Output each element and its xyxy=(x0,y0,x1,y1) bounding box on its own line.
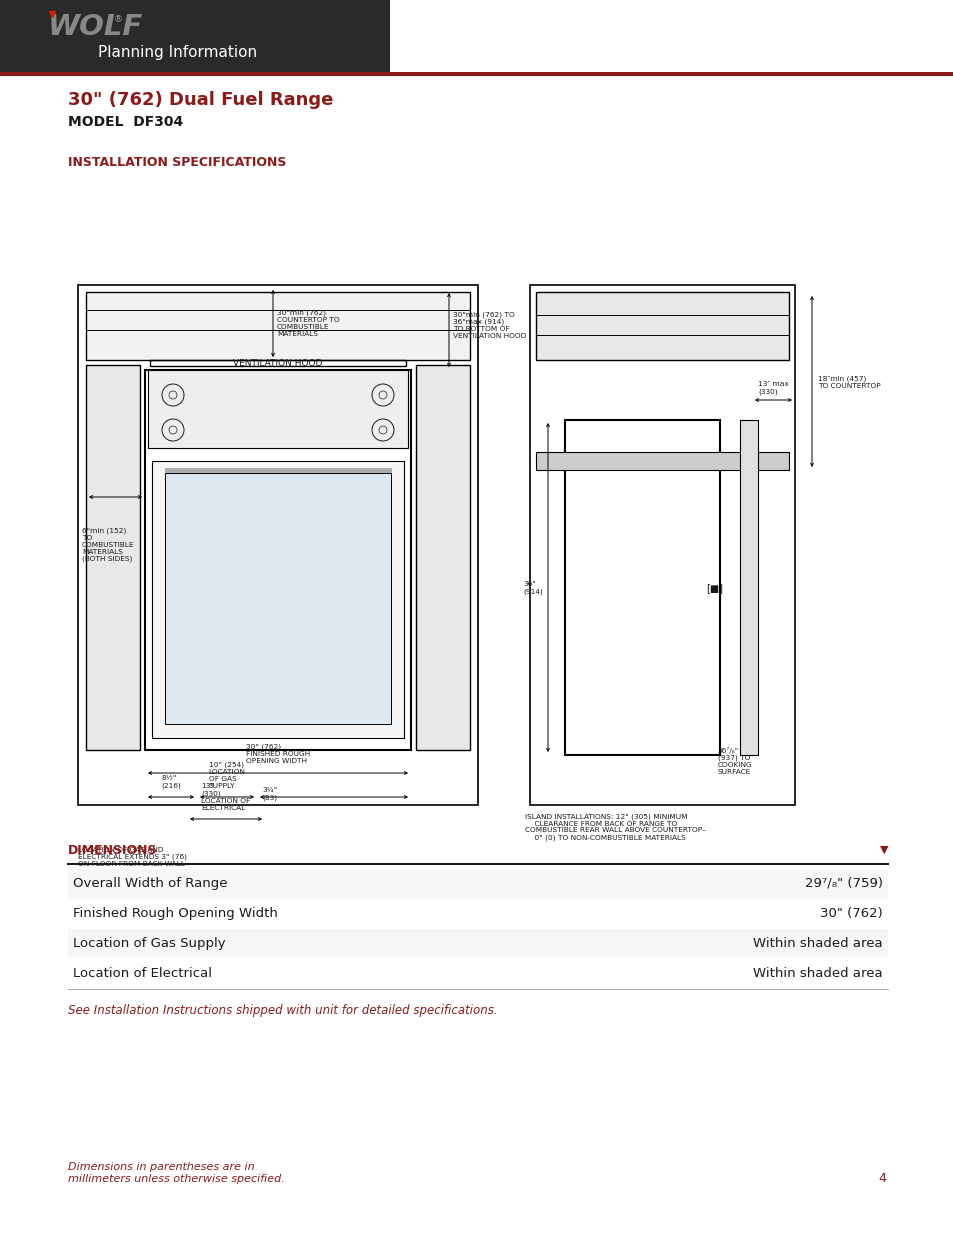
Text: VENTILATION HOOD: VENTILATION HOOD xyxy=(233,358,322,368)
Text: LOCATION OF GAS AND
ELECTRICAL EXTENDS 3" (76)
ON FLOOR FROM BACK WALL: LOCATION OF GAS AND ELECTRICAL EXTENDS 3… xyxy=(78,847,187,867)
Text: Location of Gas Supply: Location of Gas Supply xyxy=(73,937,226,950)
Text: 30"min (762)
COUNTERTOP TO
COMBUSTIBLE
MATERIALS: 30"min (762) COUNTERTOP TO COMBUSTIBLE M… xyxy=(276,309,339,337)
Bar xyxy=(78,285,477,805)
Text: 18″min (457)
TO COUNTERTOP: 18″min (457) TO COUNTERTOP xyxy=(817,375,880,389)
Bar xyxy=(740,420,758,755)
Bar xyxy=(86,366,140,750)
Bar xyxy=(536,291,788,359)
Text: ®: ® xyxy=(113,16,123,25)
Text: 30" (762): 30" (762) xyxy=(820,906,882,920)
Bar xyxy=(150,359,406,366)
Text: 36"
(914): 36" (914) xyxy=(522,582,542,595)
Text: Overall Width of Range: Overall Width of Range xyxy=(73,877,227,890)
Bar xyxy=(152,461,403,739)
Text: 10" (254)
LOCATION
OF GAS
SUPPLY: 10" (254) LOCATION OF GAS SUPPLY xyxy=(209,762,245,789)
Text: 29⁷/₈" (759): 29⁷/₈" (759) xyxy=(804,877,882,890)
Bar xyxy=(148,370,408,448)
Text: 13″ max
(330): 13″ max (330) xyxy=(758,382,788,395)
Bar xyxy=(0,0,390,72)
Bar xyxy=(416,366,470,750)
Text: MODEL  DF304: MODEL DF304 xyxy=(68,115,183,128)
Text: DIMENSIONS: DIMENSIONS xyxy=(68,844,157,857)
Text: 36⁷/₈"
(937) TO
COOKING
SURFACE: 36⁷/₈" (937) TO COOKING SURFACE xyxy=(717,746,752,776)
Bar xyxy=(564,420,720,755)
Bar xyxy=(165,473,391,724)
Text: See Installation Instructions shipped with unit for detailed specifications.: See Installation Instructions shipped wi… xyxy=(68,1004,497,1016)
Text: 30" (762) Dual Fuel Range: 30" (762) Dual Fuel Range xyxy=(68,91,333,109)
Bar xyxy=(68,869,887,898)
Text: WOLF: WOLF xyxy=(48,14,143,41)
Text: 4: 4 xyxy=(877,1172,885,1184)
Text: Location of Electrical: Location of Electrical xyxy=(73,967,212,981)
Text: 3¼"
(83): 3¼" (83) xyxy=(262,787,277,800)
Text: Within shaded area: Within shaded area xyxy=(753,967,882,981)
Text: ▼: ▼ xyxy=(879,845,887,855)
Text: INSTALLATION SPECIFICATIONS: INSTALLATION SPECIFICATIONS xyxy=(68,156,286,168)
Text: 6"min (152)
TO
COMBUSTIBLE
MATERIALS
(BOTH SIDES): 6"min (152) TO COMBUSTIBLE MATERIALS (BO… xyxy=(82,527,134,562)
Bar xyxy=(0,72,953,77)
Text: [■]: [■] xyxy=(706,583,722,593)
Text: 30" (762)
FINISHED ROUGH
OPENING WIDTH: 30" (762) FINISHED ROUGH OPENING WIDTH xyxy=(246,743,310,764)
Text: 30"min (762) TO
36"max (914)
TO BOTTOM OF
VENTILATION HOOD: 30"min (762) TO 36"max (914) TO BOTTOM O… xyxy=(453,311,526,338)
Bar xyxy=(536,452,788,471)
Text: Planning Information: Planning Information xyxy=(98,46,257,61)
Text: ISLAND INSTALLATIONS: 12" (305) MINIMUM
    CLEARANCE FROM BACK OF RANGE TO
COMB: ISLAND INSTALLATIONS: 12" (305) MINIMUM … xyxy=(524,813,705,841)
Text: 8½"
(216): 8½" (216) xyxy=(161,776,181,789)
Text: Dimensions in parentheses are in
millimeters unless otherwise specified.: Dimensions in parentheses are in millime… xyxy=(68,1162,284,1184)
Bar xyxy=(530,285,794,805)
Text: Within shaded area: Within shaded area xyxy=(753,937,882,950)
Bar xyxy=(145,370,411,750)
Bar xyxy=(86,291,470,359)
Bar xyxy=(68,929,887,958)
Text: 13"
(330)
LOCATION OF
ELECTRICAL: 13" (330) LOCATION OF ELECTRICAL xyxy=(201,783,251,811)
Text: Finished Rough Opening Width: Finished Rough Opening Width xyxy=(73,906,277,920)
